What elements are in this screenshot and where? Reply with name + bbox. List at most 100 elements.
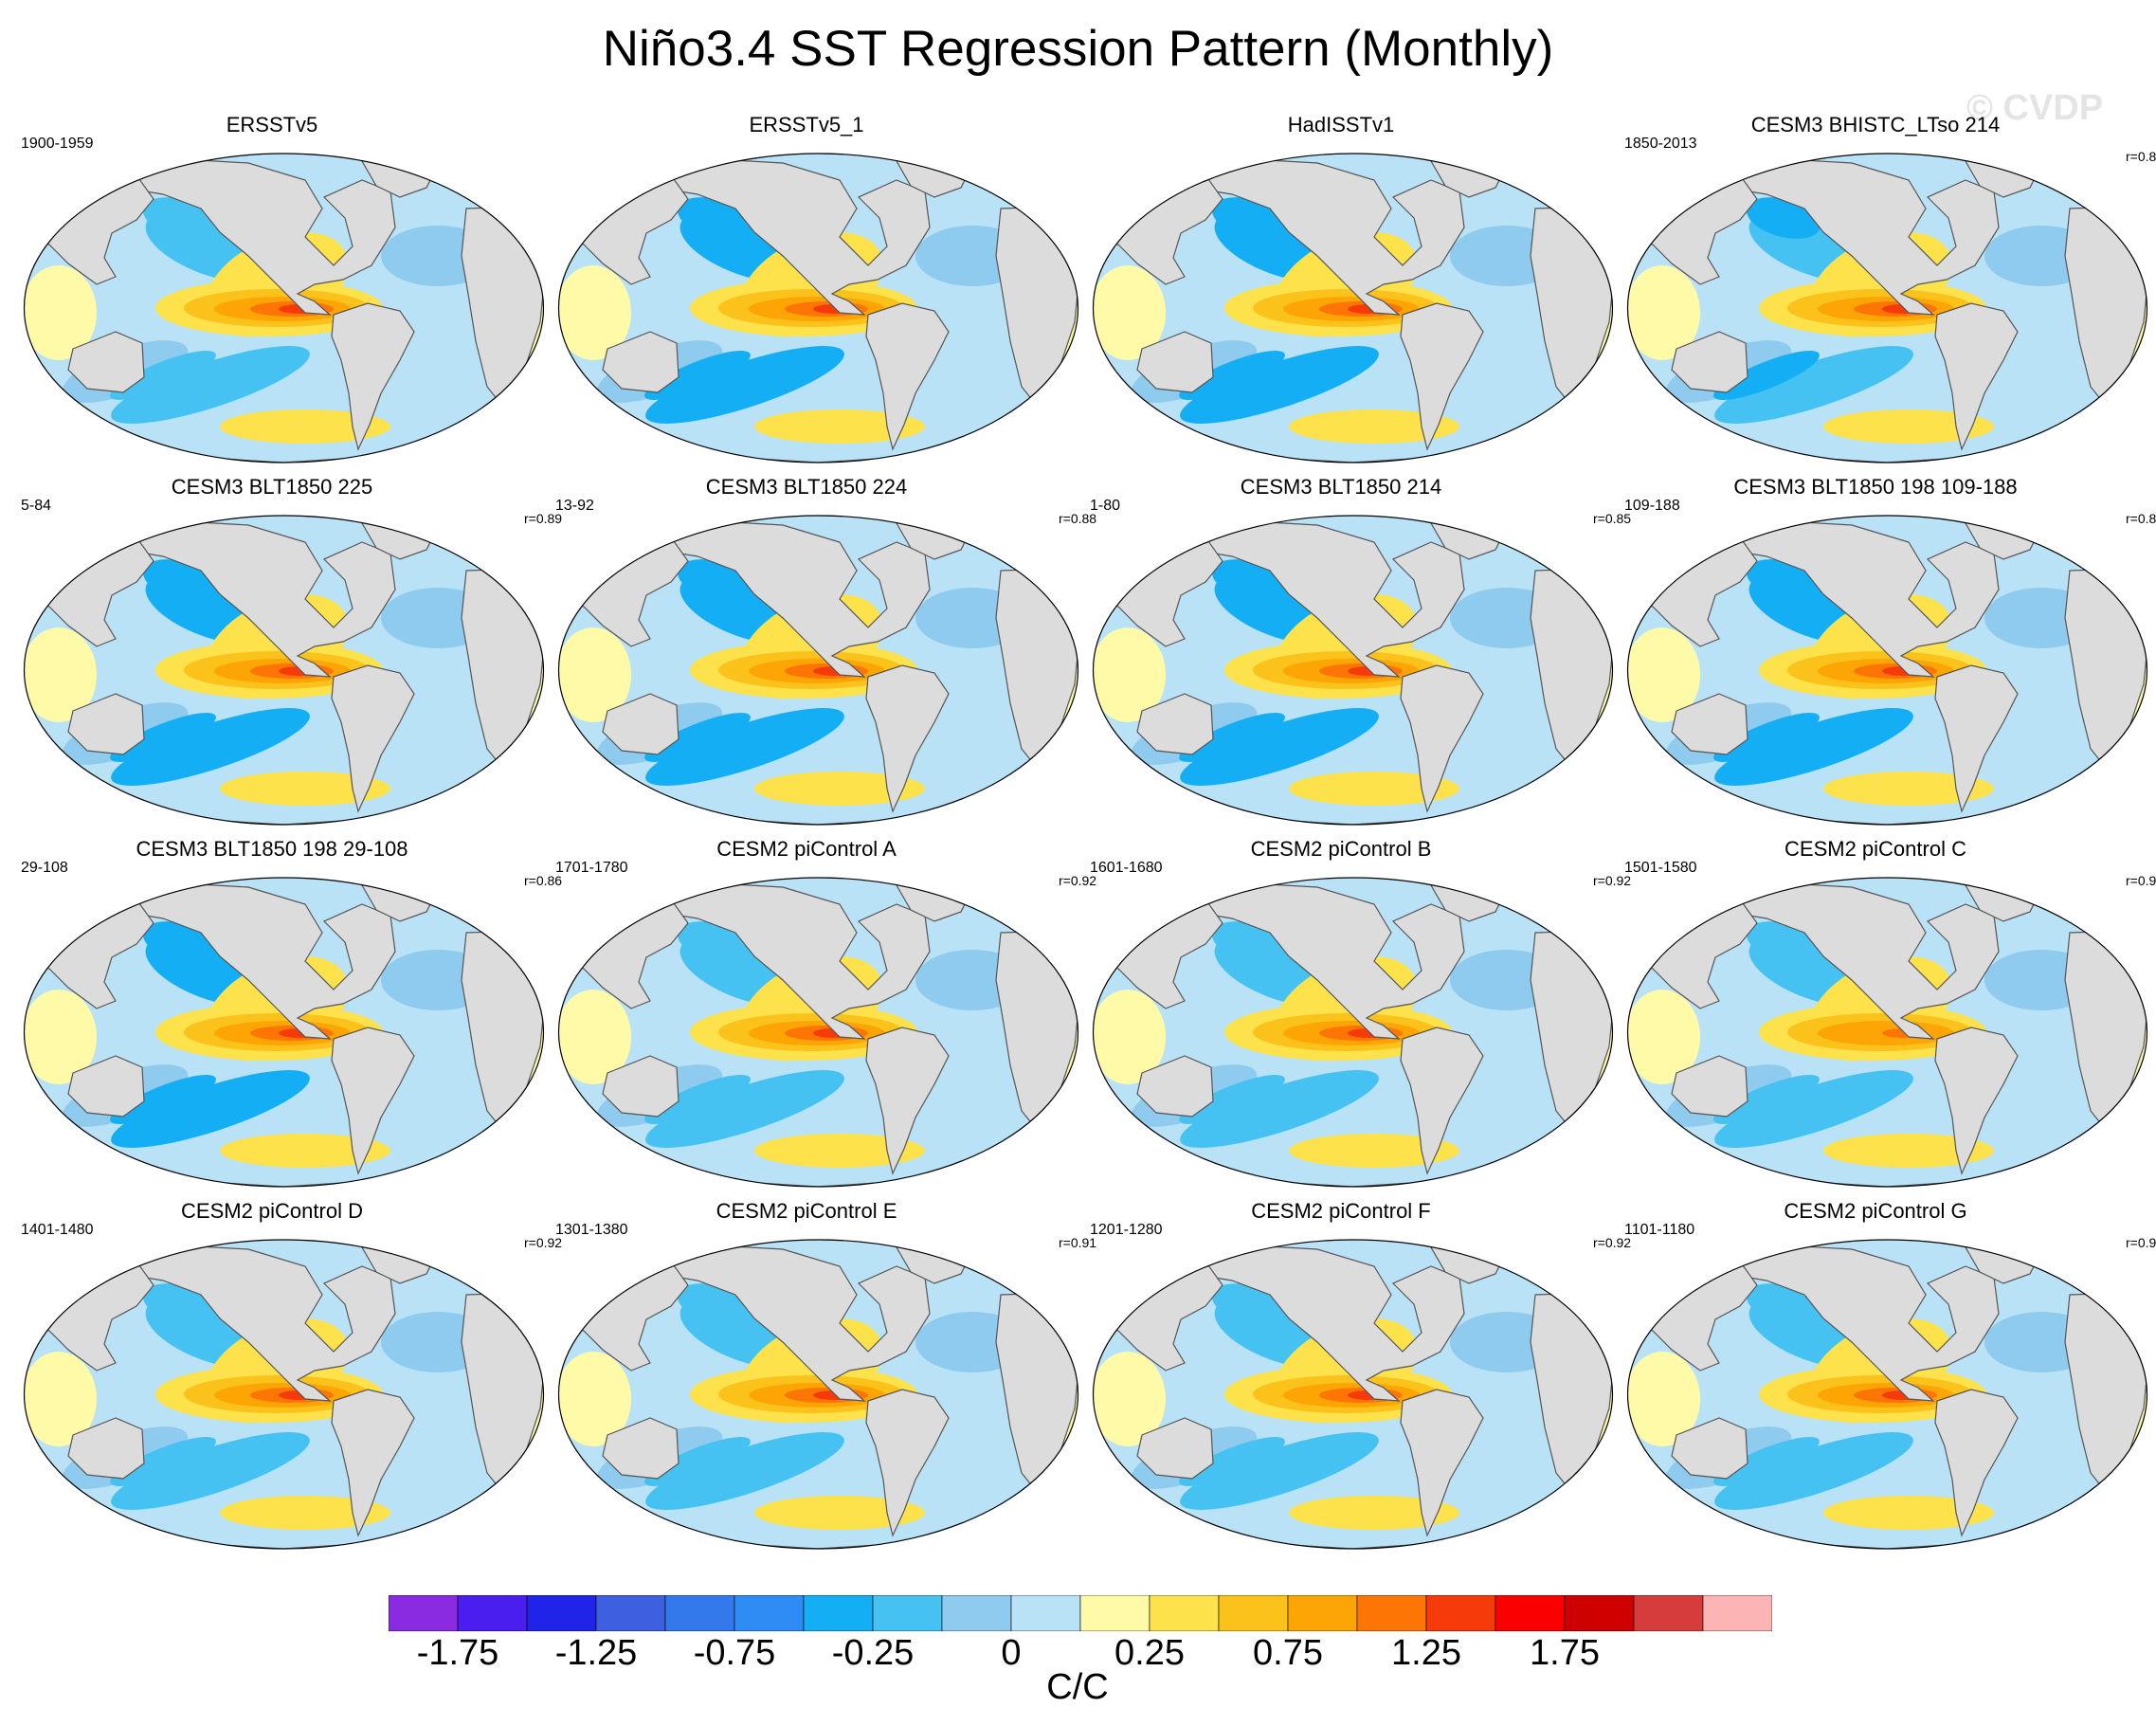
spcz-cool (110, 1075, 216, 1124)
map-panel: CESM2 piControl G 1101-1180 r=0.9 (1608, 1198, 2156, 1558)
south-pacific-cool (645, 346, 844, 424)
australia-land (67, 1055, 145, 1117)
north-america-land (1193, 1245, 1465, 1402)
indian-ocean-warm (1093, 627, 1166, 722)
map-border (1626, 153, 2148, 463)
south-america-land (865, 664, 950, 813)
map-border (1092, 877, 1614, 1188)
panel-correlation: r=0.8 (2126, 511, 2156, 526)
world-map (1092, 153, 1614, 463)
world-map (557, 153, 1079, 463)
southern-ocean-warm (754, 1496, 925, 1530)
south-america-land (865, 1389, 950, 1537)
panel-period: 1301-1380 (555, 1222, 628, 1238)
panel-title: CESM2 piControl E (716, 1199, 897, 1223)
map-border (1092, 153, 1614, 463)
southern-ocean-warm (220, 1134, 390, 1168)
south-pacific-cool (111, 708, 310, 786)
panel-title: CESM3 BLT1850 214 (1240, 475, 1442, 499)
north-america-land (1193, 520, 1465, 678)
world-map (1626, 1239, 2148, 1550)
map-border (23, 1239, 545, 1550)
australia-land (67, 693, 145, 755)
map-panel: ERSSTv5_1 (539, 112, 1079, 472)
south-america-land (331, 302, 415, 451)
colorbar-box (1218, 1595, 1289, 1631)
south-america-land (331, 1027, 415, 1175)
south-pacific-cool (1180, 708, 1379, 786)
panel-correlation: r=0.9 (2126, 1235, 2156, 1250)
map-panel: CESM2 piControl F 1201-1280 r=0.92 (1074, 1198, 1631, 1558)
colorbar-box (941, 1595, 1012, 1631)
indian-ocean-warm (1627, 990, 1700, 1084)
indian-ocean-warm (24, 990, 97, 1084)
southern-ocean-warm (1289, 772, 1459, 806)
figure-title: Niño3.4 SST Regression Pattern (Monthly) (602, 21, 1554, 77)
southern-ocean-warm (1823, 1496, 1994, 1530)
australia-land (1136, 1417, 1214, 1480)
south-pacific-cool (645, 708, 844, 786)
panel-correlation: r=0.92 (1059, 873, 1097, 888)
australia-land (602, 331, 679, 393)
panel-title: CESM2 piControl C (1785, 837, 1966, 861)
cvdp-watermark: © CVDP (1966, 88, 2104, 128)
north-america-land (1728, 1245, 2000, 1402)
north-america-land (1728, 520, 2000, 678)
panel-period: 1401-1480 (21, 1222, 94, 1238)
southern-ocean-warm (1289, 409, 1459, 444)
south-pacific-cool (1714, 708, 1913, 786)
north-america-land (1728, 158, 2000, 316)
indian-ocean-warm (558, 265, 631, 360)
north-america-land (659, 882, 931, 1040)
panel-title: CESM3 BLT1850 225 (171, 475, 373, 499)
colorbar-box (1633, 1595, 1704, 1631)
south-pacific-cool (1714, 1432, 1913, 1510)
map-panel: CESM3 BLT1850 198 29-108 29-108 r=0.86 (5, 836, 562, 1196)
panel-period: 1850-2013 (1624, 136, 1697, 152)
colorbar-tick-label: 0.25 (1114, 1633, 1185, 1673)
panel-correlation: r=0.92 (524, 1235, 563, 1250)
map-border (23, 515, 545, 826)
world-map (1626, 153, 2148, 463)
south-america-land (1934, 1389, 2019, 1537)
world-map (557, 515, 1079, 826)
australia-land (1671, 331, 1748, 393)
panel-title: CESM2 piControl F (1251, 1199, 1431, 1223)
colorbar-tick-label: 0.75 (1253, 1633, 1323, 1673)
world-map (1092, 515, 1614, 826)
world-map (23, 153, 545, 463)
colorbar-tick-label: -0.75 (693, 1633, 776, 1673)
panel-correlation: r=0.8 (2126, 149, 2156, 164)
colorbar-box (389, 1595, 459, 1631)
spcz-cool (1713, 1437, 1820, 1486)
world-map (23, 1239, 545, 1550)
spcz-cool (110, 713, 216, 762)
panel-title: CESM3 BLT1850 198 109-188 (1733, 475, 2018, 499)
southern-ocean-warm (754, 1134, 925, 1168)
southern-ocean-warm (220, 772, 390, 806)
south-pacific-cool (645, 1432, 844, 1510)
colorbar-box (595, 1595, 666, 1631)
panel-title: CESM3 BHISTC_LTso 214 (1750, 113, 2001, 136)
spcz-cool (1179, 1437, 1285, 1486)
panel-correlation: r=0.92 (1593, 1235, 1632, 1250)
australia-land (1136, 693, 1214, 755)
colorbar-tick-label: -1.75 (416, 1633, 499, 1673)
panel-title: ERSSTv5_1 (749, 113, 864, 136)
colorbar-tick-label: -0.25 (831, 1633, 915, 1673)
spcz-cool (1179, 713, 1285, 762)
south-pacific-cool (111, 1070, 310, 1148)
southern-ocean-warm (1289, 1134, 1459, 1168)
map-border (23, 153, 545, 463)
panel-correlation: r=0.85 (1593, 511, 1632, 526)
spcz-cool (644, 1437, 751, 1486)
colorbar-box (1079, 1595, 1150, 1631)
north-america-land (659, 158, 931, 316)
southern-ocean-warm (1289, 1496, 1459, 1530)
australia-land (1671, 693, 1748, 755)
panel-period: 1501-1580 (1624, 860, 1697, 876)
world-map (23, 877, 545, 1188)
south-america-land (1400, 1389, 1484, 1537)
australia-land (1136, 331, 1214, 393)
north-america-land (1728, 882, 2000, 1040)
